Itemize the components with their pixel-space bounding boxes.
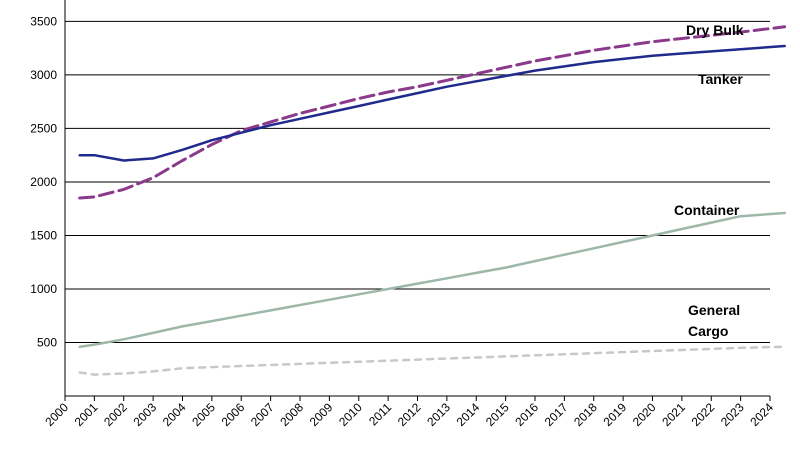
x-tick-label: 2008 (277, 400, 306, 429)
series-line-container (78, 211, 786, 349)
y-tick-label: 2000 (30, 175, 57, 189)
series-line-tanker (78, 44, 786, 162)
x-tick-label: 2016 (512, 400, 541, 429)
x-tick-label: 2001 (72, 400, 101, 429)
x-tick-label: 2021 (659, 400, 688, 429)
x-tick-label: 2005 (189, 400, 218, 429)
series-label-general-cargo-line2: Cargo (688, 323, 728, 339)
x-tick-label: 2018 (571, 400, 600, 429)
series-label-dry-bulk: Dry Bulk (686, 22, 744, 38)
series-line-general-cargo (78, 345, 786, 376)
y-tick-label: 500 (37, 335, 57, 349)
y-tick-label: 3000 (30, 68, 57, 82)
x-tick-label: 2023 (718, 400, 747, 429)
x-tick-label: 2006 (219, 400, 248, 429)
series-line-dry-bulk (78, 25, 787, 200)
gridlines (65, 20, 770, 343)
x-tick-label: 2013 (424, 400, 453, 429)
y-tick-label: 2500 (30, 121, 57, 135)
x-tick-label: 2022 (689, 400, 718, 429)
x-tick-label: 2024 (747, 400, 776, 429)
y-tick-label: 1500 (30, 228, 57, 242)
x-tick-label: 2020 (630, 400, 659, 429)
x-tick-label: 2011 (366, 400, 394, 428)
x-tick-label: 2007 (248, 400, 277, 429)
series-label-container: Container (674, 202, 740, 218)
x-tick-label: 2000 (42, 400, 71, 429)
x-tick-label: 2015 (483, 400, 512, 429)
series-label-general-cargo-line1: General (688, 302, 740, 318)
x-tick-label: 2017 (542, 400, 571, 429)
x-tick-label: 2002 (101, 400, 130, 429)
series-label-tanker: Tanker (698, 71, 743, 87)
x-tick-label: 2004 (160, 400, 189, 429)
series-lines (78, 25, 787, 376)
series-labels: Dry Bulk Tanker Container General Cargo (674, 22, 744, 339)
y-tick-label: 1000 (30, 282, 57, 296)
x-tick-label: 2012 (395, 400, 424, 429)
x-tick-label: 2003 (130, 400, 159, 429)
x-tick-label: 2019 (600, 400, 629, 429)
x-tick-label: 2010 (336, 400, 365, 429)
x-tick-label: 2009 (307, 400, 336, 429)
y-tick-label: 3500 (30, 14, 57, 28)
x-tick-label: 2014 (454, 400, 483, 429)
